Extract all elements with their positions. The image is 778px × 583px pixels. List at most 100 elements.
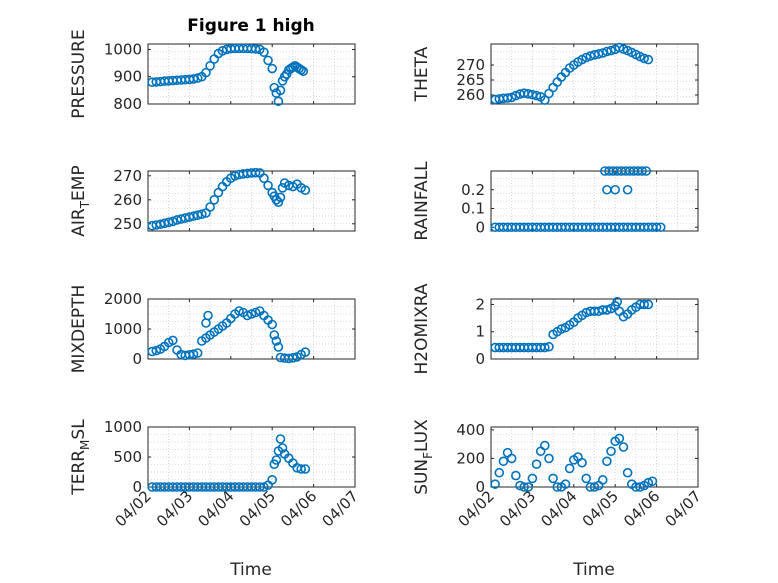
data-point — [296, 65, 306, 75]
axes-frame — [490, 298, 699, 360]
subplot-4: 00.10.2 RAINFALL — [412, 161, 699, 241]
data-point — [163, 217, 174, 228]
data-point — [147, 346, 157, 357]
data-point — [523, 482, 534, 492]
y-axis-label: THETA — [412, 46, 432, 102]
data-point — [506, 453, 517, 464]
y-axis-label: RAINFALL — [412, 161, 432, 241]
y-tick-label: 200 — [456, 449, 485, 467]
data-point — [519, 482, 529, 492]
data-point — [168, 335, 178, 346]
y-tick-label: 260 — [456, 86, 485, 104]
y-tick-label: 0 — [475, 350, 485, 368]
y-tick-label: 250 — [113, 215, 142, 233]
data-point — [168, 216, 178, 227]
data-point — [263, 180, 273, 191]
y-tick-label: 265 — [456, 71, 485, 89]
y-axis-label: TERRMSL — [69, 419, 92, 496]
data-point — [250, 167, 261, 178]
data-point — [192, 348, 203, 358]
y-tick-label: 1 — [475, 323, 485, 341]
data-point — [643, 477, 654, 488]
data-point — [273, 342, 284, 352]
x-axis-label-right: Time — [572, 560, 615, 580]
data-point — [300, 347, 311, 357]
y-tick-label: 1000 — [104, 418, 142, 436]
data-point — [643, 299, 654, 310]
y-tick-label: 0 — [132, 350, 142, 368]
x-tick-label: 04/04 — [537, 487, 580, 530]
data-point — [655, 222, 666, 233]
y-axis-label: PRESSURE — [69, 29, 89, 118]
data-point — [300, 185, 311, 195]
data-point — [540, 440, 550, 451]
data-point — [267, 474, 278, 485]
data-point — [259, 173, 269, 183]
data-point — [197, 209, 207, 219]
y-axis-label: AIRTEMP — [69, 165, 92, 236]
data-point — [597, 475, 608, 485]
data-point — [203, 310, 213, 321]
data-point — [544, 341, 554, 352]
x-tick-label: 04/05 — [579, 487, 622, 530]
data-point — [564, 463, 575, 474]
data-point — [288, 62, 298, 72]
data-point — [279, 71, 290, 82]
data-point — [151, 345, 162, 356]
data-point — [269, 330, 280, 340]
data-point — [201, 67, 211, 78]
x-tick-label: 04/05 — [236, 487, 279, 530]
y-tick-label: 2000 — [104, 290, 142, 308]
data-point — [246, 309, 257, 319]
data-point — [531, 90, 542, 101]
data-point — [288, 352, 298, 363]
data-point — [250, 44, 261, 54]
data-point — [250, 307, 261, 318]
data-point — [552, 482, 563, 492]
data-point — [205, 202, 215, 212]
x-tick-label: 04/03 — [496, 487, 539, 530]
data-point — [234, 306, 244, 316]
data-point — [540, 342, 550, 353]
data-point — [188, 74, 199, 84]
data-point — [577, 457, 587, 468]
data-point — [502, 93, 513, 103]
subplot-3: 250 260 270 AIRTEMP — [69, 165, 356, 237]
data-point — [581, 473, 592, 484]
y-axis-label: MIXDEPTH — [69, 285, 89, 374]
x-axis-label-left: Time — [229, 560, 272, 580]
data-point — [544, 453, 554, 464]
data-point — [271, 336, 282, 346]
data-point — [635, 482, 645, 492]
data-point — [622, 467, 633, 478]
y-tick-label: 800 — [113, 95, 142, 113]
data-point — [300, 464, 311, 474]
data-point — [188, 349, 199, 360]
y-tick-label: 0 — [475, 478, 485, 496]
data-point — [614, 42, 625, 53]
data-point — [298, 66, 309, 77]
data-point — [192, 73, 203, 83]
data-point — [205, 61, 215, 71]
y-tick-label: 260 — [113, 191, 142, 209]
data-point — [267, 319, 278, 330]
data-point — [581, 52, 592, 63]
y-axis-label: H2OMIXRA — [412, 283, 432, 374]
data-point — [597, 48, 608, 58]
data-point — [622, 184, 633, 195]
data-point — [589, 482, 600, 492]
data-point — [618, 442, 629, 452]
data-point — [606, 446, 616, 457]
data-point — [593, 49, 604, 59]
axes-frame — [490, 43, 699, 105]
data-point — [614, 433, 625, 444]
data-point — [651, 222, 662, 233]
x-tick-label: 04/07 — [319, 487, 362, 530]
data-point — [259, 47, 269, 57]
data-point — [296, 464, 306, 474]
data-point — [637, 166, 647, 176]
data-point — [494, 467, 505, 478]
data-point — [606, 45, 616, 56]
y-tick-label: 1000 — [104, 40, 142, 58]
